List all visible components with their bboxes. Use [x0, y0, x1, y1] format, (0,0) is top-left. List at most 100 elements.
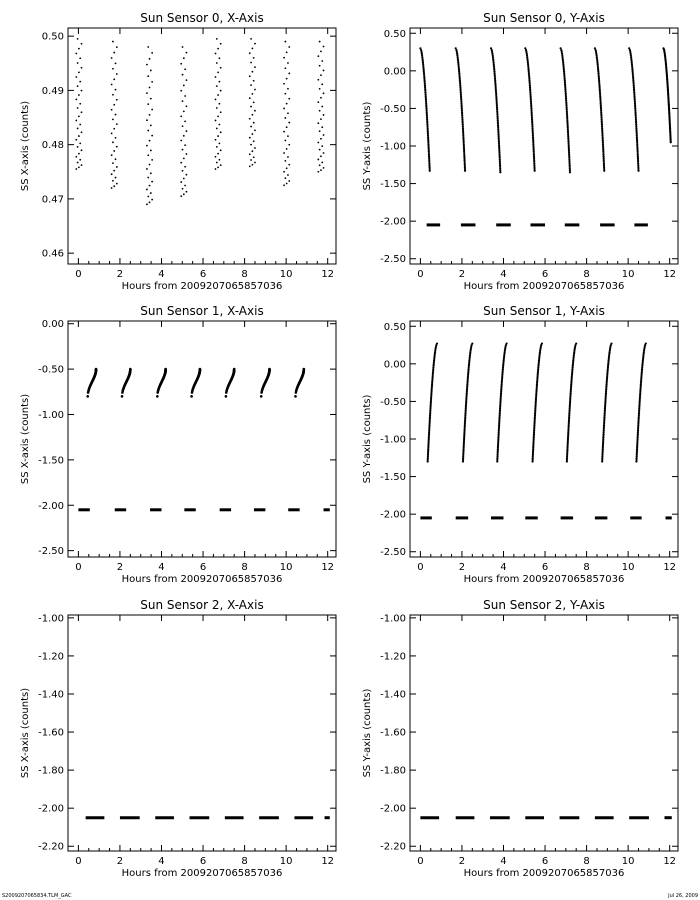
y-tick-label: 0.46 — [42, 249, 64, 260]
y-axis-label: SS X-axis (counts) — [20, 394, 31, 484]
footer-filename: S2009207065834.TLM_GAC — [2, 893, 72, 899]
data-point-trace — [565, 342, 578, 463]
x-tick-label: 10 — [280, 856, 293, 867]
x-axis-label: Hours from 2009207065857036 — [464, 574, 625, 585]
plot-frame — [67, 27, 337, 265]
data-point-trace — [662, 47, 672, 144]
data-point-column — [248, 37, 256, 168]
x-tick-label: 0 — [417, 269, 423, 280]
data-point-trace — [489, 47, 502, 174]
y-tick-label: -1.00 — [380, 435, 406, 446]
y-tick-label: -1.00 — [380, 613, 406, 624]
y-tick-label: -0.50 — [380, 397, 406, 408]
y-tick-label: -2.50 — [380, 254, 406, 265]
data-point-trace — [461, 342, 474, 463]
y-tick-label: -1.40 — [380, 689, 406, 700]
data-point-trace — [524, 47, 536, 172]
x-tick-label: 0 — [417, 562, 423, 573]
data-point-trace — [224, 367, 236, 398]
x-axis-label: Hours from 2009207065857036 — [122, 574, 283, 585]
y-axis-label: SS Y-axis (counts) — [362, 688, 373, 777]
y-tick-label: 0.48 — [42, 140, 64, 151]
chart-title: Sun Sensor 2, Y-Axis — [483, 598, 605, 612]
x-tick-label: 4 — [158, 562, 164, 573]
y-tick-label: 0.47 — [42, 194, 64, 205]
x-tick-label: 4 — [158, 856, 164, 867]
x-tick-label: 4 — [158, 269, 164, 280]
x-tick-label: 8 — [583, 562, 589, 573]
plot-frame — [409, 614, 679, 852]
y-tick-label: 0.49 — [42, 86, 64, 97]
y-tick-label: -1.40 — [38, 689, 64, 700]
y-tick-label: -1.00 — [38, 410, 64, 421]
x-tick-label: 6 — [542, 856, 548, 867]
x-tick-label: 0 — [75, 562, 81, 573]
data-point-trace — [120, 367, 132, 398]
y-axis-label: SS Y-axis (counts) — [362, 101, 373, 190]
y-axis-label: SS Y-axis (counts) — [362, 394, 373, 483]
x-axis-label: Hours from 2009207065857036 — [464, 281, 625, 292]
chart-title: Sun Sensor 1, Y-Axis — [483, 304, 605, 318]
y-axis-label: SS X-axis (counts) — [20, 101, 31, 191]
y-tick-label: 0.50 — [42, 32, 64, 43]
x-tick-label: 2 — [117, 562, 123, 573]
data-point-trace — [593, 47, 606, 172]
y-tick-label: -1.20 — [380, 651, 406, 662]
data-point-trace — [601, 342, 613, 463]
x-tick-label: 8 — [583, 856, 589, 867]
data-point-trace — [419, 47, 431, 172]
y-tick-label: -2.00 — [38, 501, 64, 512]
footer-date: Jul 26, 2009 — [668, 893, 698, 899]
x-tick-label: 4 — [500, 562, 506, 573]
data-point-trace — [454, 47, 467, 172]
y-tick-label: -2.00 — [380, 510, 406, 521]
x-axis-label: Hours from 2009207065857036 — [464, 868, 625, 879]
x-tick-label: 12 — [321, 562, 334, 573]
data-point-trace — [628, 47, 640, 172]
x-tick-label: 4 — [500, 269, 506, 280]
y-tick-label: -1.00 — [380, 142, 406, 153]
x-axis-label: Hours from 2009207065857036 — [122, 868, 283, 879]
data-point-trace — [531, 342, 544, 463]
chart-panel-3: Sun Sensor 1, Y-Axis 0 2 4 6 8 10 12 -2.50 -2.00 -… — [362, 304, 679, 585]
data-point-trace — [496, 342, 508, 463]
x-tick-label: 10 — [280, 269, 293, 280]
x-tick-label: 2 — [459, 856, 465, 867]
x-tick-label: 0 — [417, 856, 423, 867]
y-tick-label: 0.50 — [384, 29, 406, 40]
y-tick-label: -0.50 — [38, 365, 64, 376]
y-tick-label: -1.50 — [380, 472, 406, 483]
chart-title: Sun Sensor 2, X-Axis — [140, 598, 263, 612]
x-tick-label: 10 — [622, 269, 635, 280]
x-tick-label: 6 — [200, 269, 206, 280]
x-tick-label: 6 — [542, 562, 548, 573]
x-axis-label: Hours from 2009207065857036 — [122, 281, 283, 292]
data-point-column — [110, 40, 118, 189]
chart-title: Sun Sensor 0, X-Axis — [140, 11, 263, 25]
data-point-trace — [156, 367, 167, 398]
y-tick-label: -0.50 — [380, 104, 406, 115]
x-tick-label: 8 — [241, 269, 247, 280]
y-tick-label: -1.60 — [380, 728, 406, 739]
y-tick-label: -1.50 — [380, 179, 406, 190]
y-tick-label: 0.00 — [384, 66, 406, 77]
y-tick-label: 0.50 — [384, 322, 406, 333]
x-tick-label: 6 — [200, 856, 206, 867]
x-tick-label: 8 — [241, 856, 247, 867]
data-point-trace — [635, 342, 647, 463]
y-tick-label: -2.20 — [380, 842, 406, 853]
x-tick-label: 0 — [75, 269, 81, 280]
y-tick-label: -2.00 — [380, 804, 406, 815]
chart-panel-0: Sun Sensor 0, X-Axis 0 2 4 6 8 10 12 0.46 0.47 0.4… — [20, 11, 337, 292]
x-tick-label: 10 — [622, 856, 635, 867]
x-tick-label: 12 — [321, 856, 334, 867]
y-tick-label: -2.00 — [380, 217, 406, 228]
data-point-trace — [294, 367, 306, 398]
chart-panel-2: Sun Sensor 1, X-Axis 0 2 4 6 8 10 12 -2.50 -2.00 -… — [20, 304, 337, 585]
data-point-trace — [259, 367, 271, 398]
data-point-column — [317, 40, 325, 173]
x-tick-label: 2 — [459, 562, 465, 573]
data-point-trace — [190, 367, 202, 398]
data-point-trace — [426, 342, 439, 463]
data-point-trace — [86, 367, 98, 398]
